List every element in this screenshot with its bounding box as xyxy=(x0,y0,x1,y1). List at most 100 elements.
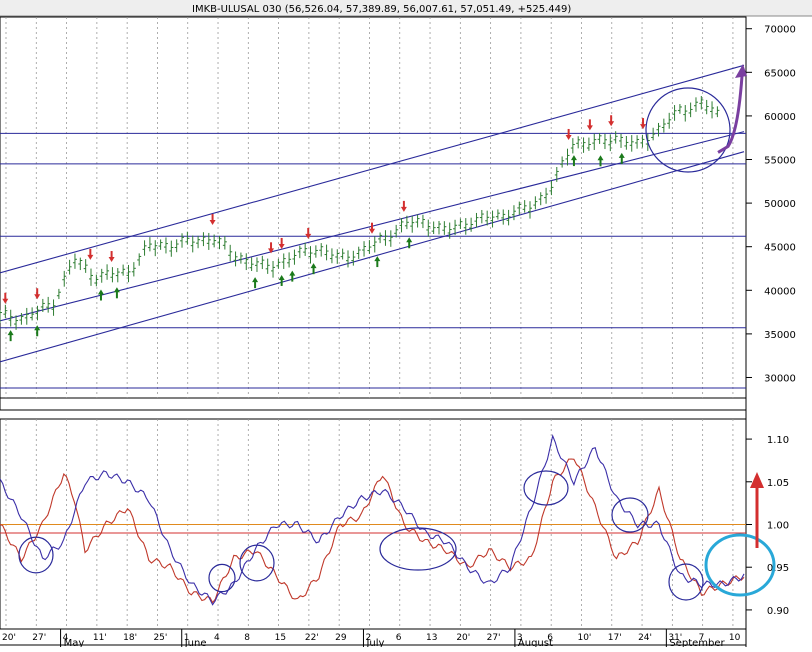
x-tick-label: 4 xyxy=(214,633,220,643)
x-tick-label: 6 xyxy=(547,633,553,643)
sell-signal-arrow xyxy=(586,119,593,131)
ohlc-bar xyxy=(163,237,168,254)
ohlc-bar xyxy=(265,258,270,274)
buy-signal-arrow xyxy=(278,274,285,286)
price-y-tick-label: 35000 xyxy=(764,330,796,341)
ohlc-bar xyxy=(345,250,350,268)
ohlc-bar xyxy=(30,307,35,321)
ohlc-bar xyxy=(303,242,308,256)
month-label: May xyxy=(64,638,85,647)
ohlc-bar xyxy=(602,133,607,150)
ohlc-bar xyxy=(56,288,61,300)
price-y-tick-label: 45000 xyxy=(764,243,796,254)
x-tick-label: 3 xyxy=(517,633,523,643)
ohlc-bar xyxy=(142,240,147,256)
channel-upper-line xyxy=(0,64,745,274)
ohlc-bar xyxy=(362,241,367,257)
ohlc-bar xyxy=(442,221,447,235)
ohlc-bar xyxy=(693,97,698,112)
ohlc-bar xyxy=(3,304,8,318)
ohlc-bar xyxy=(538,192,543,206)
ohlc-bar xyxy=(110,267,115,283)
ohlc-bar xyxy=(378,232,383,244)
ohlc-bar xyxy=(351,250,356,266)
ohlc-bar xyxy=(281,253,286,269)
ohlc-bar xyxy=(715,106,720,118)
buy-signal-arrow xyxy=(597,155,604,167)
ohlc-bar xyxy=(356,246,361,259)
ohlc-bar xyxy=(704,99,709,115)
indicator-y-tick-label: 0.90 xyxy=(767,606,789,617)
ohlc-bar xyxy=(474,212,479,228)
price-highlight-circle xyxy=(645,87,731,173)
price-y-tick-label: 60000 xyxy=(764,112,796,123)
sell-signal-arrow xyxy=(2,292,9,304)
indicator-crossover-circle xyxy=(18,536,54,574)
ohlc-bar xyxy=(51,299,56,316)
ohlc-bar xyxy=(158,239,163,250)
x-tick-label: 29 xyxy=(335,633,347,643)
ohlc-bar xyxy=(238,252,243,264)
sell-signal-arrow xyxy=(565,128,572,140)
ohlc-bar xyxy=(287,252,292,268)
buy-signal-arrow xyxy=(97,289,104,301)
ohlc-bar xyxy=(592,133,597,150)
indicator-y-tick-label: 1.00 xyxy=(767,521,789,532)
buy-signal-arrow xyxy=(406,237,413,249)
ohlc-bar xyxy=(212,234,217,248)
ohlc-bar xyxy=(324,244,329,261)
channel-lower-line xyxy=(0,151,745,363)
ohlc-bar xyxy=(206,232,211,250)
price-y-tick-label: 30000 xyxy=(764,373,796,384)
ohlc-bar xyxy=(635,135,640,149)
ohlc-bar xyxy=(672,105,677,121)
buy-signal-arrow xyxy=(7,330,14,342)
ohlc-bar xyxy=(544,187,549,204)
ohlc-bar xyxy=(367,240,372,254)
ohlc-bar xyxy=(233,251,238,267)
ohlc-bar xyxy=(565,148,570,166)
month-label: August xyxy=(518,638,553,647)
ohlc-bar xyxy=(651,127,656,141)
indicator-crossover-circle xyxy=(523,470,569,506)
ohlc-bar xyxy=(174,239,179,253)
ohlc-bar xyxy=(115,268,120,283)
x-tick-label: 4 xyxy=(63,633,69,643)
indicator-y-tick-label: 1.10 xyxy=(767,435,789,446)
indicator-series-line-1 xyxy=(0,434,745,606)
ohlc-bar xyxy=(549,180,554,196)
ohlc-bar xyxy=(619,133,624,148)
indicator-up-arrow-head xyxy=(750,472,764,488)
sell-signal-arrow xyxy=(369,222,375,234)
price-y-tick-label: 55000 xyxy=(764,156,796,167)
price-y-tick-label: 65000 xyxy=(764,68,796,79)
sell-signal-arrow xyxy=(608,115,615,127)
ohlc-bar xyxy=(185,231,190,245)
sell-signal-arrow xyxy=(278,237,285,249)
ohlc-bar xyxy=(629,135,634,152)
sell-signal-arrow xyxy=(400,200,407,212)
x-tick-label: 27' xyxy=(32,633,46,643)
month-label: July xyxy=(365,638,384,647)
price-y-tick-label: 50000 xyxy=(764,199,796,210)
ohlc-bar xyxy=(78,257,83,271)
ohlc-bar xyxy=(570,138,575,154)
ohlc-bar xyxy=(372,236,377,253)
ohlc-bar xyxy=(340,248,345,260)
x-tick-label: 20' xyxy=(456,633,470,643)
ohlc-bar xyxy=(201,232,206,247)
sell-signal-arrow xyxy=(268,242,275,254)
x-tick-label: 11' xyxy=(93,633,107,643)
ohlc-bar xyxy=(608,134,613,152)
buy-signal-arrow xyxy=(113,287,120,299)
x-tick-label: 24' xyxy=(638,633,652,643)
ohlc-bar xyxy=(640,134,645,148)
ohlc-bar xyxy=(458,218,463,229)
ohlc-bar xyxy=(479,209,484,224)
ohlc-bar xyxy=(581,137,586,153)
ohlc-bar xyxy=(40,298,45,312)
buy-signal-arrow xyxy=(34,325,41,337)
ohlc-bar xyxy=(335,249,340,264)
month-label: September xyxy=(669,638,725,647)
ohlc-bar xyxy=(89,268,94,286)
